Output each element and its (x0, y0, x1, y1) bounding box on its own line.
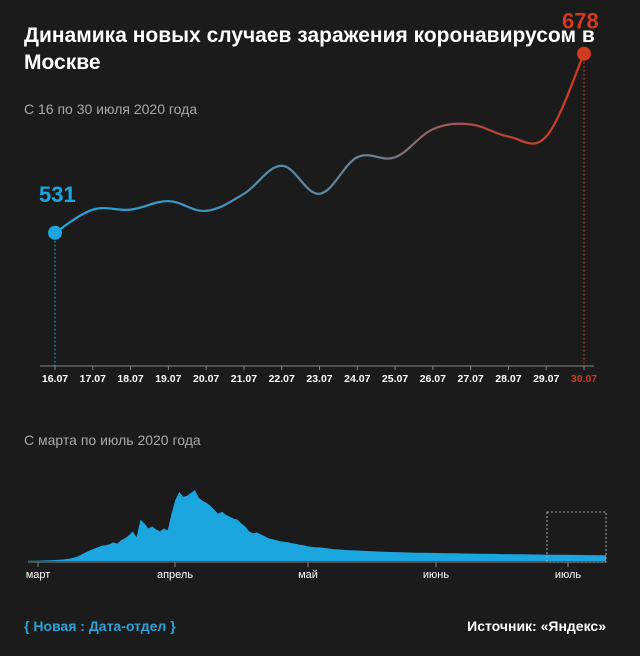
area-series (28, 490, 606, 561)
x-tick-label: 28.07 (495, 373, 521, 385)
x-tick-label: 17.07 (80, 373, 106, 385)
x-tick-label: 30.07 (571, 373, 597, 385)
line-chart: 16.07 17.07 18.07 19.07 20.07 21.07 22.07 23.07… (39, 9, 599, 385)
x-tick-label: 16.07 (42, 373, 68, 385)
x-tick-label: 26.07 (420, 373, 446, 385)
x-tick-label: 21.07 (231, 373, 257, 385)
x-tick-label: 25.07 (382, 373, 408, 385)
end-value-label: 678 (562, 9, 599, 34)
end-point (577, 46, 591, 61)
chart-title: Динамика новых случаев заражения коронав… (24, 24, 595, 74)
month-label: май (298, 569, 318, 581)
x-tick-label: 20.07 (193, 373, 219, 385)
x-tick-label: 22.07 (269, 373, 295, 385)
start-point (48, 225, 62, 240)
month-label: июль (555, 569, 582, 581)
line-chart-subtitle: С 16 по 30 июля 2020 года (24, 101, 198, 117)
highlight-box (546, 511, 607, 563)
area-chart-subtitle: С марта по июль 2020 года (24, 432, 201, 448)
series-line (54, 53, 586, 234)
x-tick-label: 27.07 (458, 373, 484, 385)
brand-logo[interactable]: { Новая : Дата-отдел } (24, 618, 176, 634)
area-chart: март апрель май июнь июль (26, 490, 607, 581)
source-note: Источник: «Яндекс» (467, 618, 606, 634)
month-label: июнь (423, 569, 449, 581)
charts-svg: 16.07 17.07 18.07 19.07 20.07 21.07 22.07 23.07… (26, 9, 607, 581)
x-tick-label: 19.07 (155, 373, 181, 385)
x-tick-label: 18.07 (117, 373, 143, 385)
month-label: апрель (157, 569, 193, 581)
month-label: март (26, 569, 51, 581)
x-tick-label: 23.07 (306, 373, 332, 385)
start-value-label: 531 (39, 182, 76, 207)
x-tick-label: 24.07 (344, 373, 370, 385)
x-tick-label: 29.07 (533, 373, 559, 385)
